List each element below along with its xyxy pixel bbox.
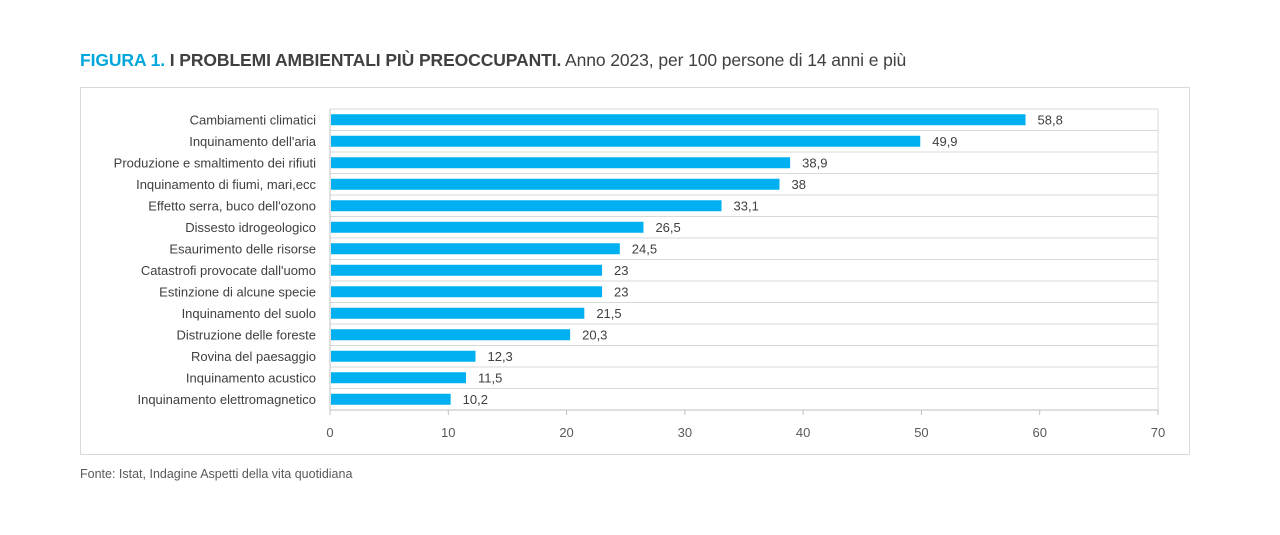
figure-main-title: I PROBLEMI AMBIENTALI PIÙ PREOCCUPANTI. <box>169 50 562 70</box>
value-label: 12,3 <box>487 349 512 364</box>
category-label: Rovina del paesaggio <box>191 349 316 364</box>
x-tick-label: 0 <box>326 425 333 440</box>
x-tick-label: 40 <box>796 425 810 440</box>
category-label: Distruzione delle foreste <box>177 327 316 342</box>
value-label: 33,1 <box>734 198 759 213</box>
bar <box>331 135 921 147</box>
category-label: Dissesto idrogeologico <box>185 220 316 235</box>
x-tick-label: 70 <box>1151 425 1165 440</box>
category-label: Inquinamento dell'aria <box>189 134 317 149</box>
bar <box>331 178 780 190</box>
bar <box>331 350 476 362</box>
x-tick-label: 50 <box>914 425 928 440</box>
value-label: 26,5 <box>655 220 680 235</box>
figure-title: FIGURA 1. I PROBLEMI AMBIENTALI PIÙ PREO… <box>80 50 906 71</box>
value-label: 23 <box>614 284 628 299</box>
category-label: Inquinamento del suolo <box>182 306 316 321</box>
category-label: Cambiamenti climatici <box>190 112 317 127</box>
value-label: 11,5 <box>478 370 502 385</box>
bar <box>331 221 644 233</box>
category-label: Estinzione di alcune specie <box>159 284 316 299</box>
bar <box>331 243 620 255</box>
bar <box>331 200 722 212</box>
x-tick-label: 30 <box>678 425 692 440</box>
category-label: Inquinamento acustico <box>186 370 316 385</box>
source-note: Fonte: Istat, Indagine Aspetti della vit… <box>80 467 353 481</box>
chart-frame <box>80 87 1190 455</box>
category-label: Catastrofi provocate dall'uomo <box>141 263 316 278</box>
bar <box>331 329 571 341</box>
value-label: 24,5 <box>632 241 657 256</box>
category-label: Inquinamento di fiumi, mari,ecc <box>136 177 316 192</box>
value-label: 58,8 <box>1038 112 1063 127</box>
value-label: 38 <box>791 177 805 192</box>
value-label: 38,9 <box>802 155 827 170</box>
value-label: 10,2 <box>463 392 488 407</box>
x-tick-label: 60 <box>1032 425 1046 440</box>
figure-subtitle: Anno 2023, per 100 persone di 14 anni e … <box>565 50 907 70</box>
bar <box>331 114 1026 126</box>
x-tick-label: 10 <box>441 425 455 440</box>
bar <box>331 307 585 319</box>
bar <box>331 286 603 298</box>
figure-label: FIGURA 1. <box>80 50 165 70</box>
value-label: 23 <box>614 263 628 278</box>
bar <box>331 372 467 384</box>
category-label: Effetto serra, buco dell'ozono <box>148 198 316 213</box>
bar <box>331 157 791 169</box>
value-label: 49,9 <box>932 134 957 149</box>
bar <box>331 393 451 405</box>
category-label: Esaurimento delle risorse <box>169 241 316 256</box>
category-label: Inquinamento elettromagnetico <box>137 392 316 407</box>
bar <box>331 264 603 276</box>
x-tick-label: 20 <box>559 425 573 440</box>
category-label: Produzione e smaltimento dei rifiuti <box>114 155 316 170</box>
value-label: 20,3 <box>582 327 607 342</box>
value-label: 21,5 <box>596 306 621 321</box>
